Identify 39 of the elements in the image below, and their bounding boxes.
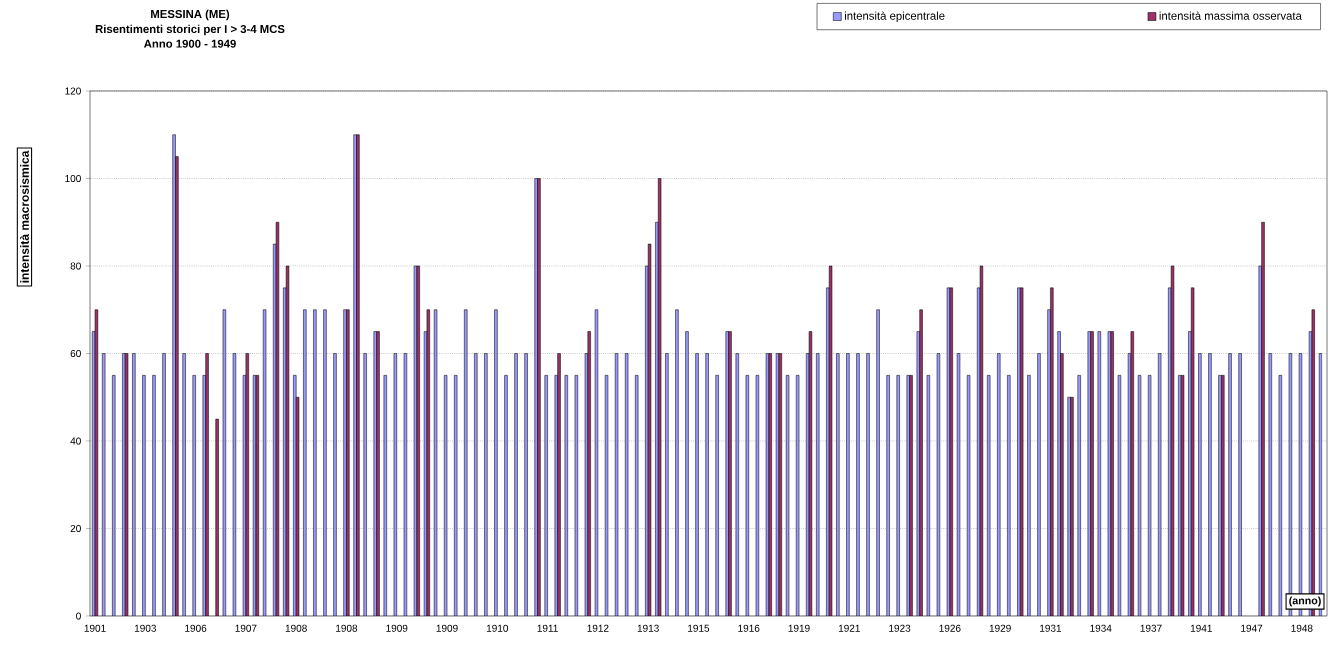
text: Anno 1900 - 1949: [143, 39, 236, 48]
y-tick-label: 20: [70, 524, 81, 533]
x-tick-label: 1937: [1140, 624, 1162, 632]
x-tick-label: 1908: [285, 624, 307, 632]
x-tick-label: 1909: [386, 624, 408, 632]
x-tick-label: 1903: [134, 624, 156, 632]
x-tick-label: 1901: [84, 624, 106, 632]
x-tick-label: 1948: [1291, 624, 1313, 632]
x-tick-label: 1919: [788, 624, 810, 632]
legend-label: intensità epicentrale: [844, 11, 945, 23]
x-tick-label: 1910: [486, 624, 509, 632]
x-tick-label: 1941: [1190, 624, 1212, 632]
x-tick-label: 1923: [889, 624, 911, 632]
y-tick-label: 80: [70, 262, 81, 270]
x-tick-label: 1934: [1090, 624, 1112, 632]
chart-subtitle: Risentimenti storici per I > 3-4 MCS: [95, 24, 285, 36]
legend-label: intensità massima osservata: [1159, 11, 1302, 20]
x-tick-label: 1913: [637, 624, 659, 632]
x-axis-title: (anno): [1289, 596, 1321, 607]
chart-title: MESSINA (ME): [151, 9, 230, 21]
x-tick-label: 1908: [336, 624, 358, 632]
x-tick-label: 1912: [587, 624, 609, 632]
x-tick-label: 1915: [688, 624, 710, 632]
x-tick-label: 1947: [1241, 624, 1263, 632]
x-tick-label: 1906: [185, 624, 207, 632]
y-tick-label: 0: [76, 612, 81, 620]
x-tick-label: 1911: [537, 624, 558, 632]
x-tick-label: 1926: [939, 624, 961, 632]
x-tick-label: 1916: [738, 624, 760, 632]
y-tick-label: 60: [70, 349, 81, 358]
x-tick-label: 1909: [436, 624, 458, 632]
y-axis-title: intensità macrosismica: [20, 150, 29, 283]
y-tick-label: 100: [65, 174, 81, 183]
x-tick-label: 1921: [838, 624, 860, 632]
y-tick-label: 40: [70, 437, 81, 445]
x-tick-label: 1931: [1040, 624, 1062, 632]
x-tick-label: 1907: [235, 624, 257, 632]
x-tick-label: 1929: [989, 624, 1011, 632]
y-tick-label: 120: [65, 87, 81, 95]
